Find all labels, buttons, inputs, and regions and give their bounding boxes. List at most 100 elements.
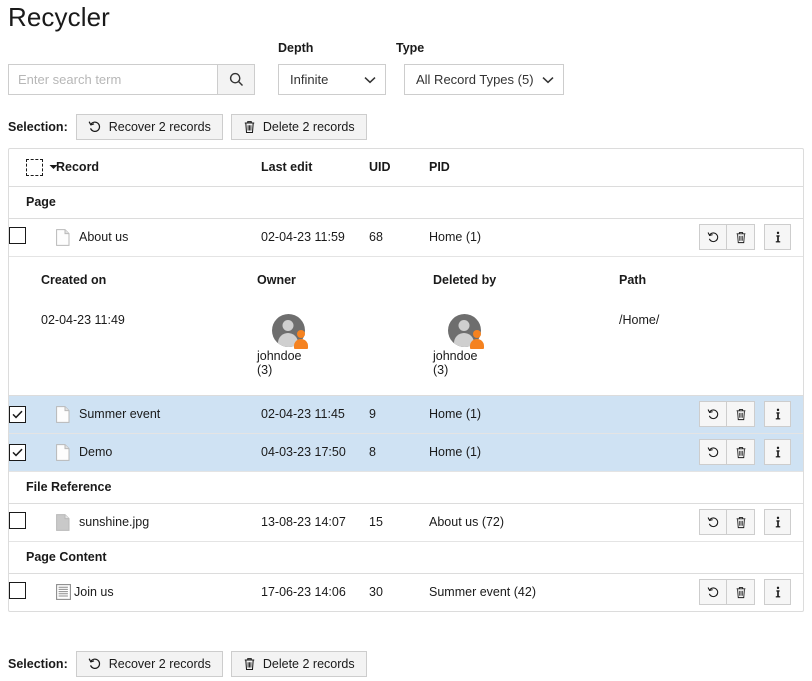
owner-name: johndoe (3) — [257, 348, 302, 377]
row-checkbox-cell — [9, 395, 56, 434]
row-checkbox[interactable] — [9, 443, 26, 461]
table-row[interactable]: sunshine.jpg 13-08-23 14:07 15 About us … — [9, 503, 803, 542]
row-pid: Home (1) — [429, 395, 699, 434]
table-row[interactable]: Demo 04-03-23 17:50 8 Home (1) — [9, 433, 803, 472]
row-record-cell: About us — [56, 218, 261, 257]
restore-record-button[interactable] — [699, 579, 727, 606]
detail-owner: Owner johndoe (3) — [257, 273, 433, 377]
record-info-button[interactable] — [764, 509, 791, 535]
delete-record-button[interactable] — [727, 224, 755, 250]
selection-label: Selection: — [8, 120, 68, 134]
row-last-edit: 02-04-23 11:59 — [261, 218, 369, 257]
row-last-edit: 17-06-23 14:06 — [261, 585, 346, 600]
filter-bar: Depth Type Infinite All Record Types (5) — [8, 38, 804, 98]
row-uid: 68 — [369, 218, 429, 257]
detail-created-on-label: Created on — [41, 272, 107, 287]
select-all-checkbox[interactable] — [26, 158, 43, 176]
table-body: Page About us 02-04-23 11:5 — [9, 185, 803, 611]
type-select[interactable]: All Record Types (5) — [404, 64, 564, 95]
restore-record-button[interactable] — [699, 509, 727, 535]
page-title: Recycler — [8, 2, 110, 32]
group-header-row: Page Content — [9, 540, 803, 574]
depth-select[interactable]: Infinite — [278, 64, 386, 95]
recover-records-label: Recover 2 records — [108, 119, 211, 134]
avatar — [271, 313, 308, 349]
delete-records-button[interactable]: Delete 2 records — [230, 114, 367, 140]
row-record-label: About us — [79, 230, 129, 244]
row-actions-cell — [699, 573, 803, 611]
page-icon — [56, 405, 70, 423]
detail-owner-label: Owner — [257, 272, 296, 287]
row-checkbox-cell — [9, 433, 56, 472]
row-record-label: Summer event — [79, 407, 161, 421]
restore-record-button[interactable] — [699, 439, 727, 465]
deleted-by-name: johndoe (3) — [433, 348, 478, 377]
recover-records-button[interactable]: Recover 2 records — [75, 651, 223, 677]
recover-records-button[interactable]: Recover 2 records — [75, 114, 223, 140]
avatar — [447, 313, 484, 349]
delete-record-button[interactable] — [727, 579, 755, 606]
page-icon — [56, 443, 70, 461]
row-actions-cell — [699, 433, 803, 472]
undo-icon — [88, 120, 102, 134]
row-record-cell: sunshine.jpg — [56, 503, 261, 542]
record-info-button[interactable] — [764, 401, 791, 427]
row-last-edit: 13-08-23 14:07 — [261, 503, 369, 542]
column-actions — [699, 149, 803, 187]
select-all-dropdown-icon[interactable] — [49, 164, 58, 170]
delete-records-button[interactable]: Delete 2 records — [230, 651, 367, 677]
delete-record-button[interactable] — [727, 439, 755, 465]
row-checkbox[interactable] — [9, 582, 26, 600]
delete-record-button[interactable] — [727, 509, 755, 535]
table-row[interactable]: Join us 17-06-23 14:06 30 Summer event (… — [9, 573, 803, 611]
table-header-row: Record Last edit UID PID — [9, 149, 803, 187]
detail-created-on-value: 02-04-23 11:49 — [41, 312, 125, 327]
detail-path: Path /Home/ — [619, 273, 769, 377]
row-record-label: sunshine.jpg — [79, 515, 150, 529]
chevron-down-icon — [542, 76, 554, 84]
depth-value: Infinite — [290, 72, 329, 87]
delete-record-button[interactable] — [727, 401, 755, 427]
row-actions-cell — [699, 218, 803, 257]
row-last-edit: 02-04-23 11:45 — [261, 395, 369, 434]
file-icon — [56, 513, 70, 531]
group-header-row: Page — [9, 185, 803, 219]
record-info-button[interactable] — [764, 579, 791, 606]
row-record-cell: Demo — [56, 433, 261, 472]
user-badge-icon — [469, 329, 485, 349]
column-pid: PID — [429, 149, 699, 187]
group-header-row: File Reference — [9, 470, 803, 504]
detail-deleted-by-label: Deleted by — [433, 272, 497, 287]
row-actions-cell — [699, 395, 803, 434]
row-checkbox[interactable] — [9, 227, 26, 244]
selection-label: Selection: — [8, 657, 68, 671]
row-checkbox[interactable] — [9, 512, 26, 529]
undo-icon — [88, 657, 102, 671]
record-info-button[interactable] — [764, 224, 791, 250]
restore-record-button[interactable] — [699, 224, 727, 250]
depth-label: Depth — [278, 41, 314, 55]
row-record-cell: Join us — [56, 573, 261, 611]
search-icon — [229, 72, 244, 87]
row-pid: About us (72) — [429, 503, 699, 542]
record-info-button[interactable] — [764, 439, 791, 465]
delete-records-label: Delete 2 records — [262, 656, 355, 671]
row-pid: Summer event (42) — [429, 585, 536, 600]
recover-records-label: Recover 2 records — [108, 656, 211, 671]
owner-user: johndoe (3) — [257, 313, 319, 377]
row-checkbox-cell — [9, 573, 56, 611]
row-record-label: Demo — [79, 445, 113, 459]
restore-record-button[interactable] — [699, 401, 727, 427]
row-record-cell: Summer event — [56, 395, 261, 434]
table-row[interactable]: About us 02-04-23 11:59 68 Home (1) — [9, 218, 803, 257]
row-actions-cell — [699, 503, 803, 542]
row-checkbox[interactable] — [9, 405, 26, 423]
trash-icon — [243, 120, 256, 134]
search-input[interactable] — [8, 64, 217, 95]
table-row[interactable]: Summer event 02-04-23 11:45 9 Home (1) — [9, 395, 803, 434]
row-uid: 9 — [369, 395, 429, 434]
column-record: Record — [56, 149, 261, 187]
search-button[interactable] — [217, 64, 255, 95]
row-checkbox-cell — [9, 218, 56, 257]
